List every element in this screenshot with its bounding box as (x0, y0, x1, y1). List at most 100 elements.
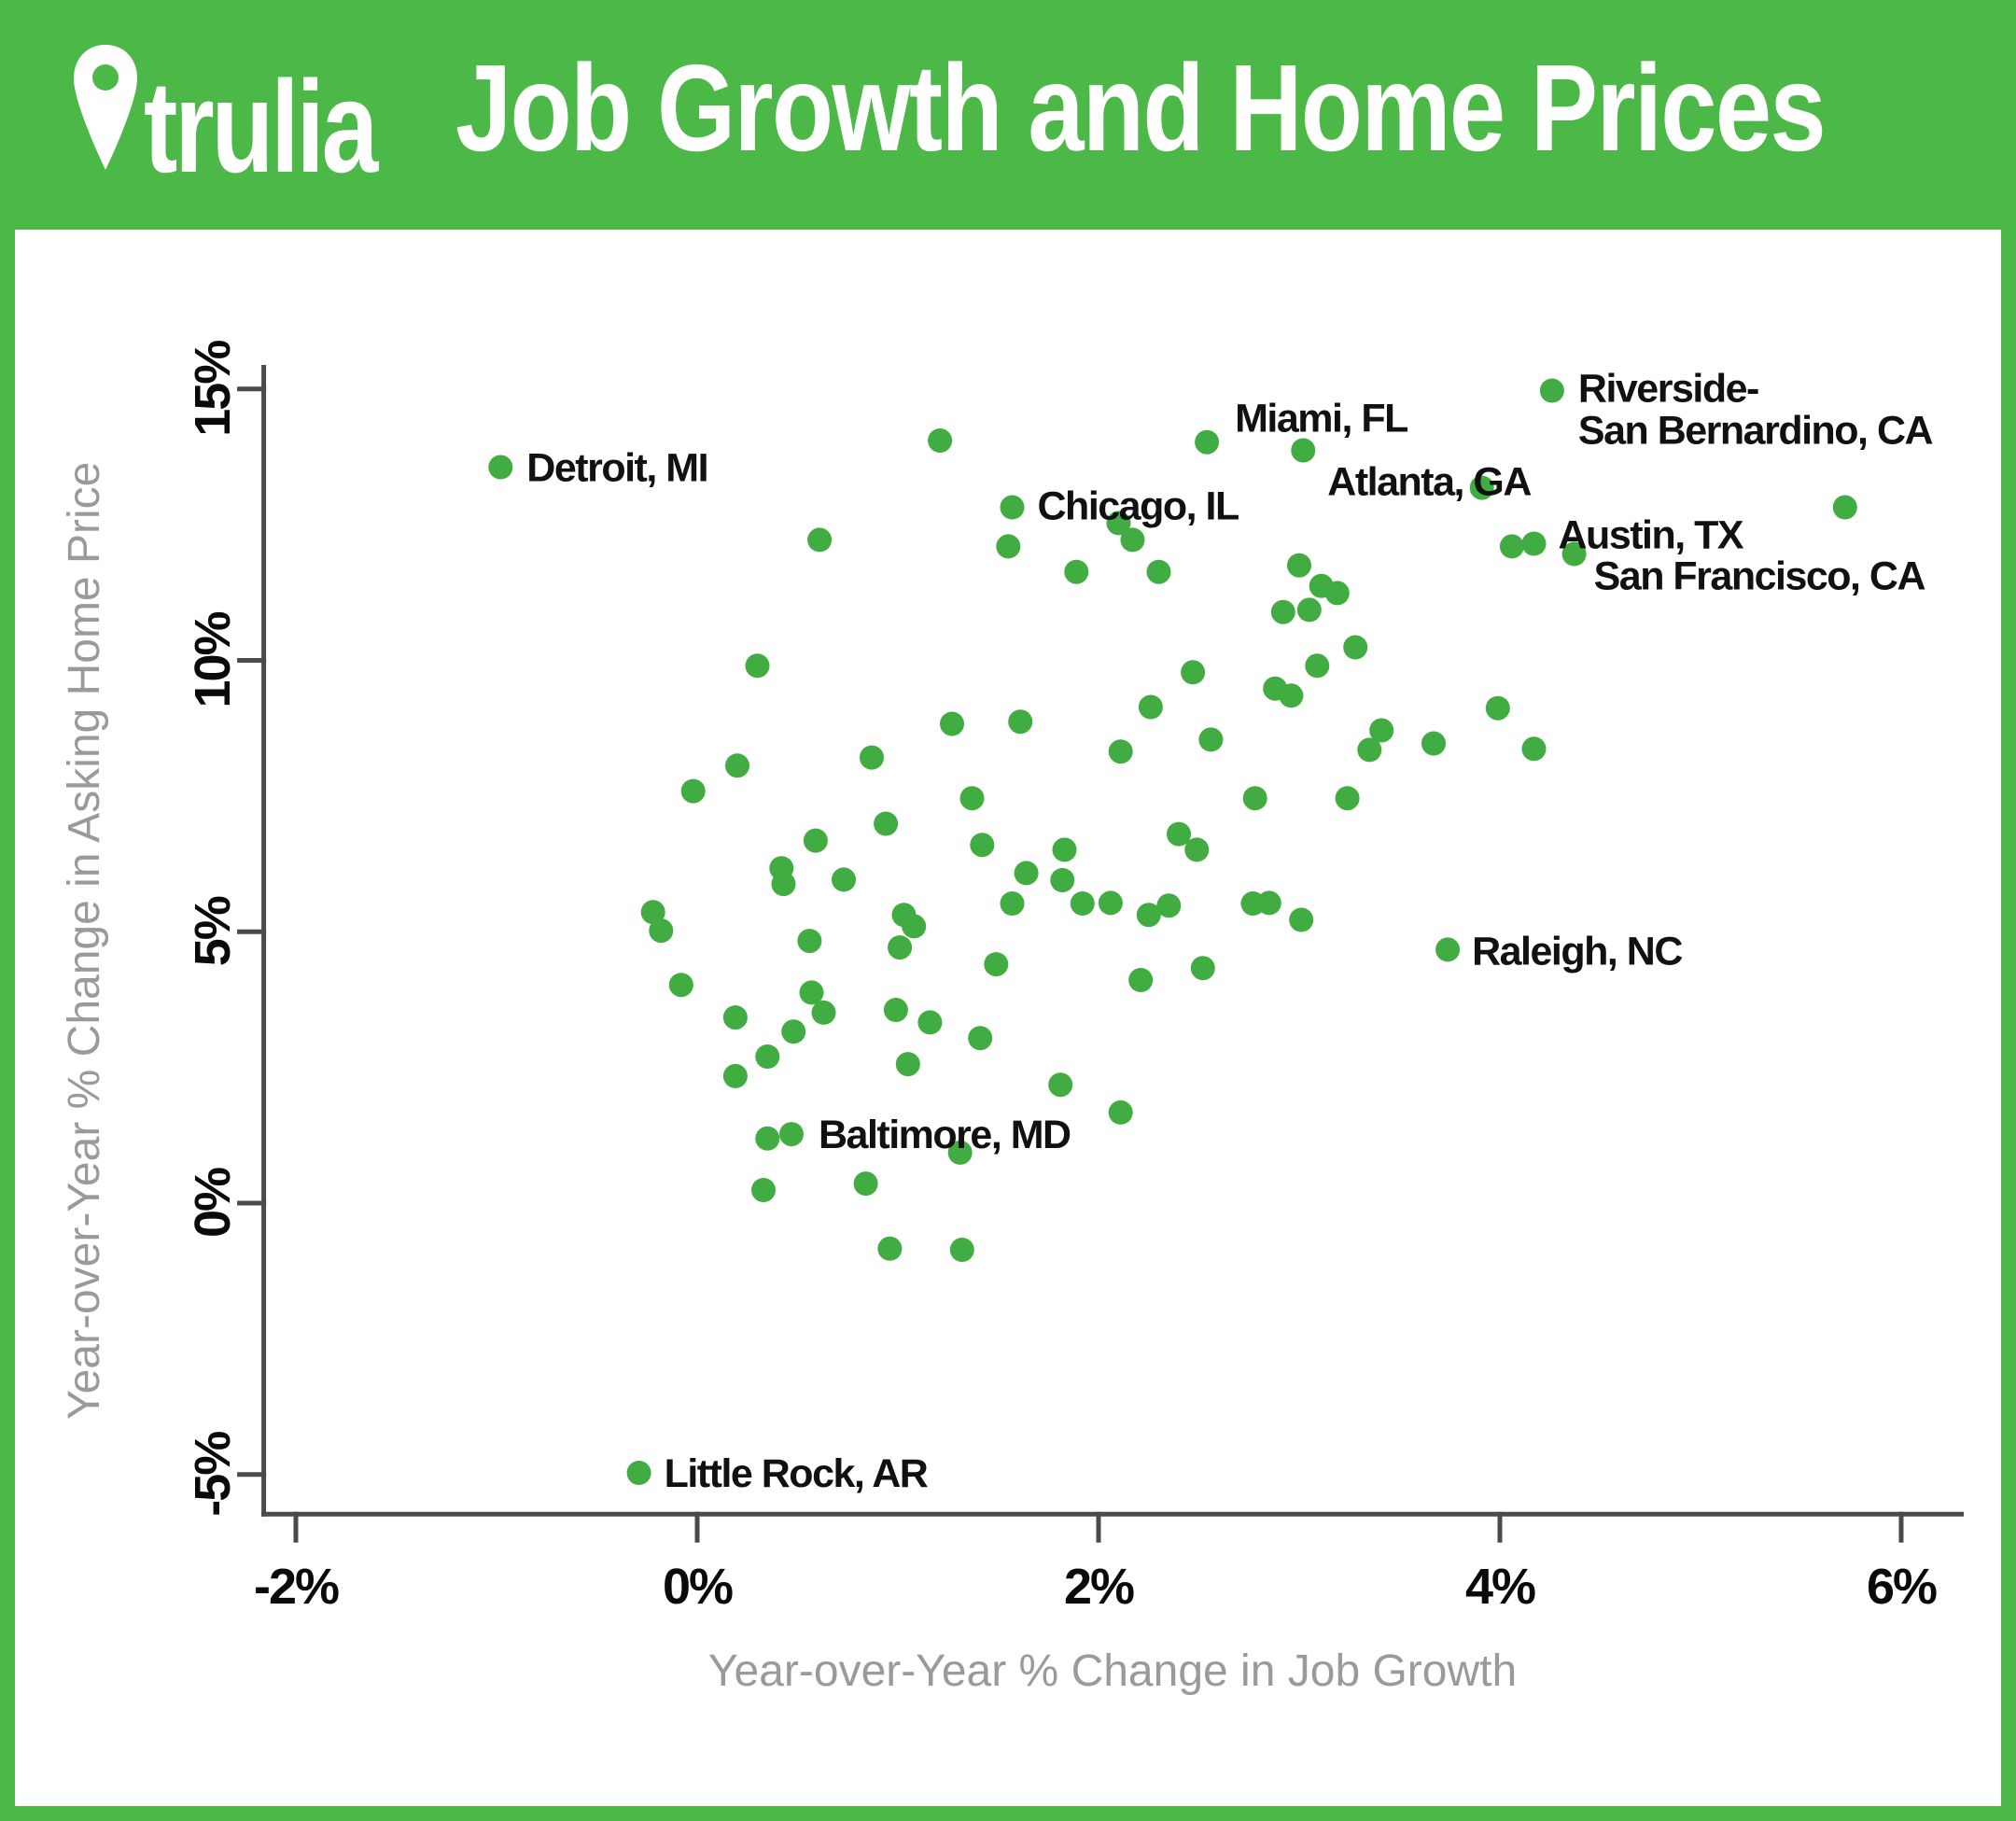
data-point (751, 1178, 776, 1202)
x-axis-title: Year-over-Year % Change in Job Growth (708, 1646, 1517, 1696)
data-point (1167, 821, 1191, 847)
data-point (755, 1044, 780, 1069)
data-point (1000, 891, 1025, 916)
data-point (1521, 736, 1547, 762)
data-point (902, 914, 927, 939)
city-label: Miami, FL (1235, 397, 1407, 441)
data-point (1270, 599, 1295, 624)
data-point (1190, 956, 1215, 981)
data-point (640, 900, 665, 925)
x-tick-label: 6% (1867, 1559, 1937, 1615)
map-pin-hole (92, 64, 119, 91)
chart-panel (15, 230, 2001, 1806)
data-point (1108, 1100, 1133, 1125)
data-point (853, 1171, 878, 1197)
data-point (1014, 861, 1039, 886)
y-tick-label: 0% (185, 1168, 241, 1238)
y-axis-title: Year-over-Year % Change in Asking Home P… (60, 462, 109, 1420)
data-point (797, 929, 822, 954)
data-point (1305, 653, 1330, 679)
data-point (888, 935, 913, 960)
data-point (970, 833, 995, 858)
map-pin-icon (74, 45, 137, 170)
city-label: Baltimore, MD (819, 1113, 1071, 1157)
data-point (626, 1461, 651, 1485)
data-point (947, 1140, 973, 1165)
city-label: Chicago, IL (1038, 484, 1239, 529)
data-point (1369, 718, 1394, 743)
data-point (1156, 893, 1182, 918)
data-point (1561, 541, 1587, 567)
data-point (725, 753, 749, 778)
data-point (1435, 937, 1461, 962)
data-point (1008, 709, 1033, 735)
city-label: San Francisco, CA (1594, 554, 1925, 599)
data-point (1279, 683, 1304, 708)
data-point (1421, 731, 1446, 756)
y-tick-label: 10% (185, 611, 241, 707)
data-point (860, 745, 884, 770)
x-tick-label: 4% (1465, 1559, 1535, 1615)
data-point (803, 828, 828, 853)
data-point (1070, 891, 1095, 916)
data-point (1499, 534, 1524, 559)
data-point (745, 653, 770, 679)
city-label: Detroit, MI (526, 446, 707, 491)
data-point (771, 872, 796, 897)
data-point (668, 973, 693, 998)
city-label: Austin, TX (1559, 513, 1744, 558)
brand-wordmark: trulia (144, 53, 378, 200)
data-point (959, 786, 985, 811)
data-point (1296, 597, 1322, 623)
city-label: San Bernardino, CA (1578, 409, 1933, 454)
data-point (779, 1122, 804, 1147)
data-point (1181, 660, 1206, 685)
data-point (1128, 968, 1154, 992)
data-point (949, 1238, 974, 1262)
data-point (1184, 837, 1210, 862)
data-point (1291, 438, 1316, 463)
data-point (1198, 727, 1224, 752)
data-point (895, 1052, 920, 1077)
city-label: Little Rock, AR (665, 1451, 929, 1496)
data-point (722, 1063, 748, 1088)
y-tick-label: 15% (185, 341, 241, 437)
data-point (1485, 695, 1510, 721)
data-point (1343, 635, 1368, 660)
data-point (1136, 903, 1161, 928)
data-point (1108, 739, 1133, 764)
y-tick-label: -5% (185, 1432, 241, 1517)
data-point (928, 428, 953, 453)
data-point (1242, 786, 1267, 811)
page-title: Job Growth and Home Prices (455, 39, 1827, 176)
data-point (1064, 559, 1089, 584)
data-point (996, 534, 1021, 559)
header: trulia Job Growth and Home Prices (0, 0, 2016, 230)
data-point (874, 811, 899, 836)
data-point (1098, 890, 1123, 916)
data-point (781, 1019, 806, 1044)
data-point (488, 455, 513, 480)
data-point (799, 980, 824, 1005)
data-point (1048, 1072, 1073, 1098)
data-point (940, 711, 964, 736)
data-point (1146, 559, 1171, 584)
data-point (1120, 527, 1145, 553)
data-point (1052, 837, 1077, 862)
data-point (680, 778, 706, 804)
x-tick-label: 0% (663, 1559, 733, 1615)
data-point (1138, 694, 1163, 720)
data-point (1539, 378, 1564, 403)
data-point (1000, 495, 1025, 520)
data-point (1357, 737, 1382, 763)
data-point (811, 1000, 836, 1025)
x-tick-label: 2% (1064, 1559, 1134, 1615)
data-point (1335, 786, 1360, 811)
data-point (807, 527, 833, 553)
data-point (1106, 511, 1131, 536)
map-pin-shape (74, 45, 137, 170)
data-point (1469, 475, 1494, 500)
data-point (832, 867, 856, 892)
city-label: Raleigh, NC (1472, 929, 1682, 974)
